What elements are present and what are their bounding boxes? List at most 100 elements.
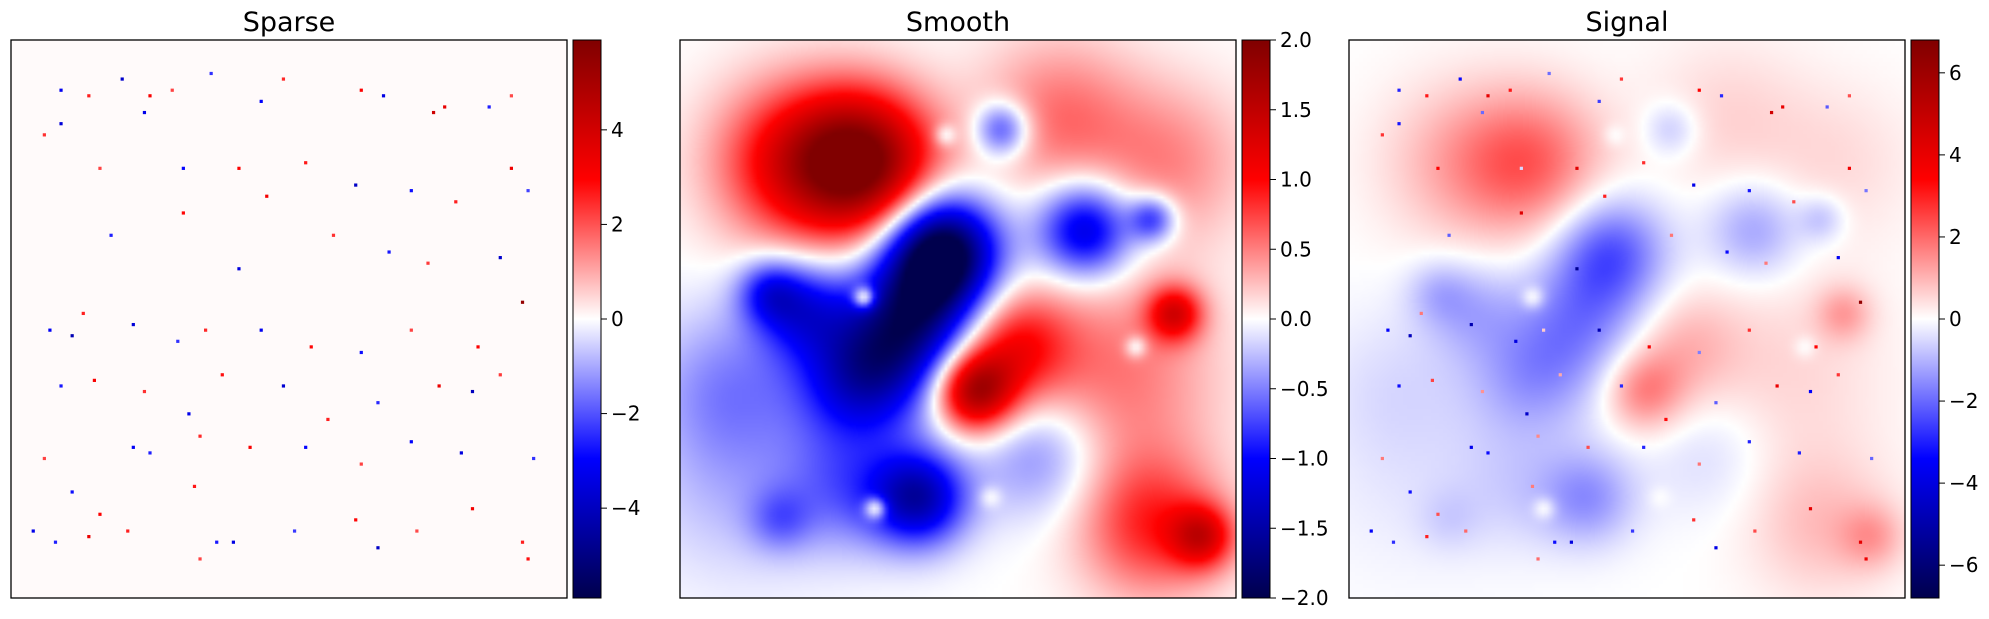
colorbar-tick-label: 0.0 <box>1280 307 1312 331</box>
heatmap-point <box>309 345 313 349</box>
heatmap-point <box>1692 183 1696 187</box>
heatmap-point <box>59 122 63 126</box>
heatmap-point <box>1525 412 1529 416</box>
heatmap-point <box>53 540 58 544</box>
colorbar-ticks-sparse: −4 −2 0 2 4 <box>601 118 640 520</box>
heatmap-point <box>509 166 513 170</box>
heatmap-point <box>1642 445 1646 449</box>
heatmap-field-signal <box>1349 40 1905 598</box>
heatmap-point <box>176 339 180 343</box>
heatmap-point <box>1781 105 1785 109</box>
heatmap-point <box>42 133 46 137</box>
heatmap-point <box>1558 373 1562 377</box>
heatmap-point <box>98 512 102 516</box>
heatmap-point <box>1692 518 1696 522</box>
heatmap-field-smooth <box>680 40 1236 598</box>
colorbar-sparse <box>572 39 602 599</box>
heatmap-point <box>1747 328 1751 332</box>
heatmap-point <box>1530 484 1535 488</box>
colorbar-ticks-signal: −6 −4 −2 0 2 4 6 <box>1939 61 1978 577</box>
heatmap-point <box>454 200 458 204</box>
heatmap-point <box>409 328 413 332</box>
heatmap-point <box>1408 490 1412 494</box>
heatmap-point <box>1397 122 1401 126</box>
heatmap-point <box>131 445 135 449</box>
plot-frame-smooth <box>679 39 1237 599</box>
heatmap-point <box>459 451 463 455</box>
heatmap-point <box>509 94 513 98</box>
heatmap-point <box>1380 133 1384 137</box>
heatmap-point <box>1642 161 1646 165</box>
heatmap-point <box>359 462 363 466</box>
heatmap-point <box>1380 456 1384 461</box>
heatmap-point <box>1814 345 1818 349</box>
heatmap-point <box>1469 322 1473 327</box>
colorbar-tick-label: 1.0 <box>1280 168 1312 192</box>
heatmap-point <box>1597 99 1601 103</box>
heatmap-point <box>281 77 286 81</box>
colorbar-tick-label: 2 <box>611 212 624 236</box>
colorbar-tick-label: −0.5 <box>1280 377 1329 401</box>
heatmap-point <box>1792 200 1796 204</box>
heatmap-point <box>1486 94 1490 98</box>
heatmap-point <box>1586 445 1590 449</box>
heatmap-point <box>181 166 185 170</box>
heatmap-point <box>1542 328 1546 332</box>
heatmap-point <box>437 384 441 388</box>
colorbar-tick-label: 2 <box>1949 225 1962 249</box>
chart-title-sparse: Sparse <box>243 7 336 38</box>
heatmap-point <box>470 507 475 511</box>
heatmap-image-smooth <box>680 40 1236 598</box>
heatmap-point <box>359 88 363 92</box>
heatmap-point <box>1464 529 1468 533</box>
heatmap-point <box>1397 384 1401 388</box>
heatmap-point <box>354 183 358 187</box>
heatmap-point <box>354 518 358 522</box>
heatmap-point <box>1536 557 1540 561</box>
heatmap-point <box>1391 540 1396 544</box>
heatmap-point <box>87 94 91 98</box>
heatmap-point <box>59 384 63 388</box>
heatmap-point <box>498 256 502 260</box>
heatmap-point <box>1825 105 1829 109</box>
heatmap-point <box>1697 350 1701 355</box>
heatmap-point <box>1386 328 1390 332</box>
colorbar-tick-label: 6 <box>1949 61 1962 85</box>
heatmap-point <box>281 384 286 388</box>
heatmap-point <box>1597 328 1601 332</box>
heatmap-point <box>1514 339 1518 343</box>
heatmap-point <box>1436 512 1440 516</box>
heatmap-point <box>1603 194 1607 198</box>
heatmap-point <box>198 434 202 438</box>
heatmap-point <box>443 105 447 109</box>
colorbar-smooth <box>1241 39 1271 599</box>
heatmap-point <box>70 334 74 338</box>
heatmap-point <box>387 250 391 254</box>
heatmap-point <box>498 373 502 377</box>
heatmap-point <box>1575 166 1579 170</box>
heatmap-point <box>237 267 241 271</box>
heatmap-point <box>1719 94 1724 98</box>
heatmap-point <box>231 540 235 544</box>
heatmap-point <box>526 189 530 193</box>
heatmap-point <box>70 490 74 494</box>
heatmap-point <box>120 77 124 81</box>
heatmap-point <box>142 110 147 115</box>
plot-frame-sparse <box>10 39 568 599</box>
heatmap-point <box>81 311 85 316</box>
heatmap-point <box>131 322 135 327</box>
heatmap-point <box>376 546 380 550</box>
colorbar-signal <box>1910 39 1940 599</box>
heatmap-point <box>148 94 152 98</box>
chart-title-smooth: Smooth <box>906 7 1010 38</box>
heatmap-point <box>376 401 380 405</box>
heatmap-point <box>520 540 525 544</box>
heatmap-point <box>1630 529 1635 533</box>
heatmap-point <box>1430 378 1434 382</box>
heatmap-point <box>248 445 252 449</box>
heatmap-point <box>1480 389 1485 394</box>
heatmap-point <box>1480 110 1485 115</box>
heatmap-point <box>1864 557 1868 561</box>
colorbar-tick-label: 4 <box>1949 143 1962 167</box>
